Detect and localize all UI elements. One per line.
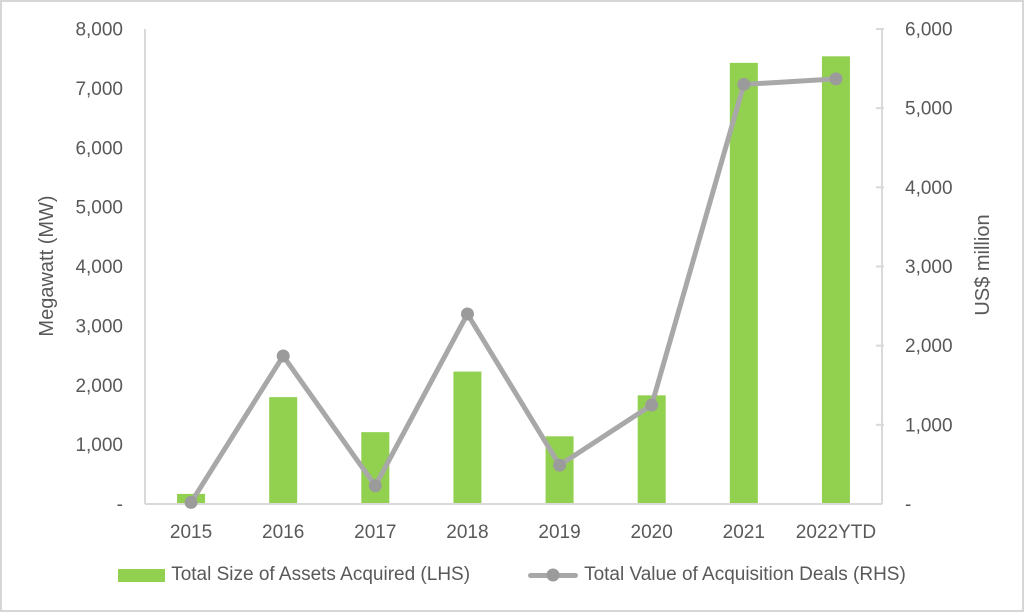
right-axis-tick-label: 3,000 <box>905 257 953 278</box>
x-axis-category-label: 2017 <box>354 522 396 543</box>
line-series-path <box>188 76 839 505</box>
legend-item-bar-series: Total Size of Assets Acquired (LHS) <box>118 564 470 586</box>
line-marker-2020 <box>645 398 659 412</box>
left-axis-tick-label: 6,000 <box>75 138 123 159</box>
line-marker-2019 <box>553 458 567 472</box>
left-axis-tick-label: - <box>117 495 123 516</box>
legend-item-line-series: Total Value of Acquisition Deals (RHS) <box>528 564 906 586</box>
left-axis-tick-label: 1,000 <box>75 435 123 456</box>
left-axis-tick-label: 3,000 <box>75 316 123 337</box>
right-axis-tick-label: 6,000 <box>905 20 953 41</box>
right-axis-tick-label: 5,000 <box>905 99 953 120</box>
line-marker-2017 <box>368 479 382 493</box>
x-axis-category-label: 2020 <box>631 522 673 543</box>
right-axis-tick-label: 1,000 <box>905 415 953 436</box>
legend-label-line-series: Total Value of Acquisition Deals (RHS) <box>584 564 906 585</box>
right-axis-tick-label: 2,000 <box>905 336 953 357</box>
x-axis-category-label: 2015 <box>170 522 212 543</box>
bar-2022YTD <box>821 56 850 504</box>
left-axis-tick-label: 4,000 <box>75 257 123 278</box>
bar-2021 <box>729 62 758 504</box>
x-axis-category-label: 2021 <box>723 522 765 543</box>
line-marker-2015 <box>184 495 198 509</box>
bar-2018 <box>453 371 482 504</box>
x-axis-category-label: 2019 <box>538 522 580 543</box>
left-axis-tick-label: 8,000 <box>75 20 123 41</box>
line-marker-2021 <box>737 77 751 91</box>
x-axis-category-label: 2022YTD <box>796 522 876 543</box>
line-marker-2016 <box>276 349 290 363</box>
bar-2016 <box>269 397 298 504</box>
left-axis-tick-label: 5,000 <box>75 198 123 219</box>
line-series-marker-icon <box>546 568 560 582</box>
left-axis-tick-label: 2,000 <box>75 376 123 397</box>
legend-label-bar-series: Total Size of Assets Acquired (LHS) <box>171 564 471 585</box>
right-axis-tick-label: 4,000 <box>905 178 953 199</box>
line-series-swatch-icon <box>528 568 579 582</box>
x-axis-category-label: 2018 <box>446 522 488 543</box>
bar-series-swatch-icon <box>118 568 166 582</box>
chart-legend: Total Size of Assets Acquired (LHS) Tota… <box>2 564 1022 586</box>
x-axis-category-label: 2016 <box>262 522 304 543</box>
left-axis-tick-label: 7,000 <box>75 79 123 100</box>
line-marker-2018 <box>460 307 474 321</box>
right-axis-tick-label: - <box>905 495 911 516</box>
line-marker-2022YTD <box>829 72 843 86</box>
